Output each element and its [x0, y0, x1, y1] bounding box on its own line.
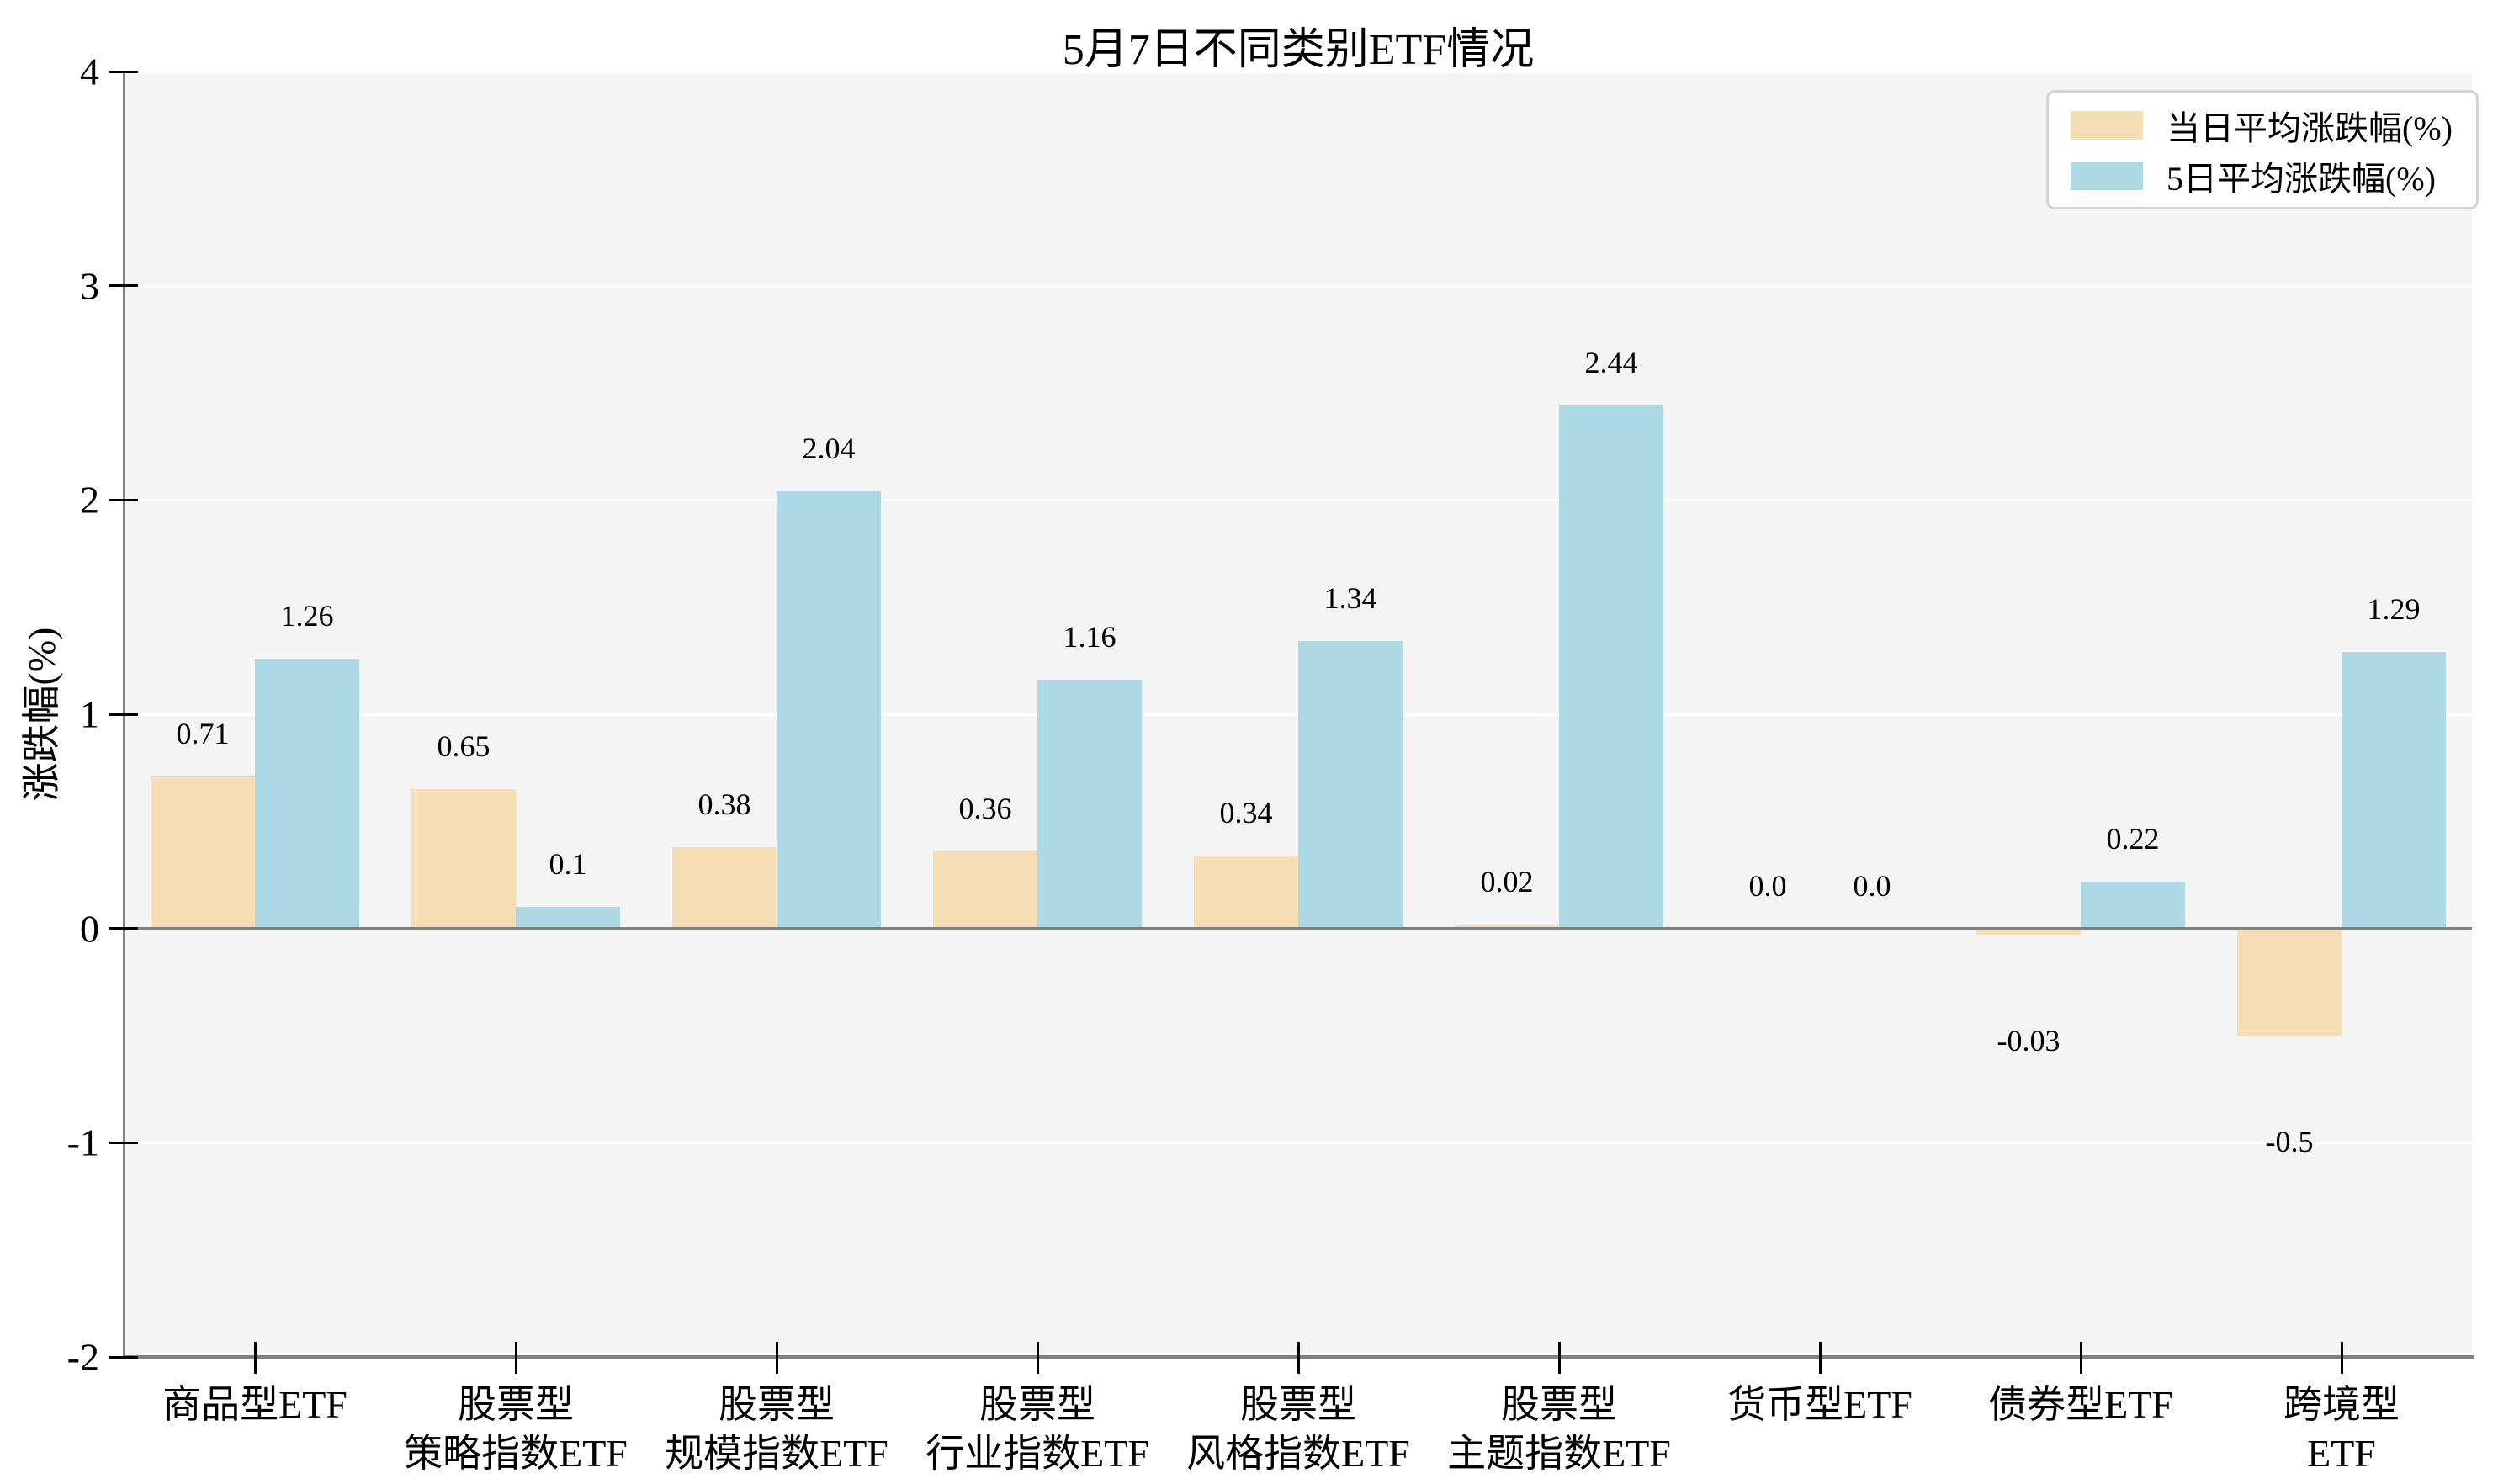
bar-5day: [1559, 405, 1663, 929]
bar-value-label: 0.02: [1480, 864, 1534, 898]
y-tick-label: 4: [80, 50, 99, 93]
bar-day: [151, 776, 255, 929]
bar-5day: [516, 907, 620, 929]
left-spine: [123, 72, 125, 1359]
bar-value-label: 0.0: [1748, 868, 1787, 903]
bar-value-label: 0.65: [437, 729, 491, 764]
y-tick: [109, 927, 138, 930]
bar-value-label: 0.0: [1853, 868, 1891, 903]
bar-day: [933, 851, 1037, 929]
x-tick-label: 跨境型ETF: [2283, 1383, 2400, 1475]
bar-day: [411, 789, 516, 929]
bar-value-label: 0.34: [1219, 796, 1273, 830]
legend-swatch-5day: [2071, 162, 2143, 190]
legend-swatch-day: [2071, 111, 2143, 140]
bar-value-label: 1.16: [1063, 620, 1116, 655]
x-tick-label: 股票型 主题指数ETF: [1447, 1383, 1671, 1475]
bar-5day: [1037, 680, 1142, 929]
bar-day: [1455, 924, 1559, 929]
x-tick-label: 股票型 行业指数ETF: [925, 1383, 1149, 1475]
zero-line: [125, 926, 2472, 930]
chart-title: 5月7日不同类别ETF情况: [1062, 26, 1535, 74]
x-tick: [1818, 1342, 1822, 1374]
x-tick: [514, 1342, 517, 1374]
x-tick: [2340, 1342, 2343, 1374]
bar-value-label: 2.44: [1584, 346, 1638, 380]
y-tick-label: 0: [80, 907, 99, 951]
x-tick-label: 债券型ETF: [1988, 1383, 2173, 1426]
y-tick-label: 2: [80, 478, 99, 522]
y-tick: [109, 284, 138, 288]
bar-5day: [1298, 641, 1403, 929]
x-tick: [775, 1342, 778, 1374]
y-tick-label: -1: [66, 1121, 99, 1164]
y-tick: [109, 70, 138, 73]
bar-value-label: 0.1: [549, 847, 587, 882]
bar-value-label: 1.34: [1323, 581, 1377, 616]
x-tick: [1557, 1342, 1561, 1374]
bar-value-label: 0.36: [958, 791, 1012, 825]
x-tick-label: 股票型 规模指数ETF: [665, 1383, 888, 1475]
legend: 当日平均涨跌幅(%) 5日平均涨跌幅(%): [2046, 90, 2479, 209]
x-tick-label: 股票型 策略指数ETF: [404, 1383, 628, 1475]
y-tick-label: 1: [80, 692, 99, 736]
y-tick-label: 3: [80, 264, 99, 308]
y-tick: [109, 498, 138, 501]
legend-label: 5日平均涨跌幅(%): [2167, 160, 2436, 198]
bar-day: [1976, 928, 2081, 935]
bar-value-label: 0.22: [2106, 821, 2160, 856]
bar-value-label: 2.04: [802, 432, 856, 466]
bar-day: [2237, 928, 2342, 1036]
y-tick: [109, 1141, 138, 1144]
legend-item-day: 当日平均涨跌幅(%): [2049, 101, 2476, 150]
bar-value-label: 1.26: [280, 598, 334, 633]
bar-value-label: 0.38: [697, 787, 751, 821]
x-tick: [1036, 1342, 1039, 1374]
gridline-y-3: [125, 284, 2472, 288]
x-tick-label: 股票型 风格指数ETF: [1186, 1383, 1410, 1475]
bar-5day: [2081, 881, 2185, 929]
bar-day: [672, 846, 777, 929]
legend-label: 当日平均涨跌幅(%): [2167, 109, 2453, 147]
bar-5day: [2342, 652, 2446, 929]
legend-item-5day: 5日平均涨跌幅(%): [2049, 151, 2476, 200]
x-tick: [1297, 1342, 1300, 1374]
bar-5day: [777, 491, 881, 929]
x-tick: [253, 1342, 257, 1374]
bar-day: [1194, 856, 1298, 929]
gridline-y-2: [125, 499, 2472, 502]
gridline-y-4: [125, 71, 2472, 73]
y-tick: [109, 713, 138, 716]
bar-value-label: 1.29: [2367, 592, 2421, 627]
y-tick: [109, 1355, 138, 1359]
bar-value-label: -0.5: [2265, 1125, 2314, 1158]
x-tick-label: 商品型ETF: [162, 1383, 347, 1426]
y-tick-label: -2: [66, 1335, 99, 1379]
x-tick: [2079, 1342, 2082, 1374]
bar-value-label: 0.71: [176, 716, 230, 750]
gridline-y--1: [125, 1142, 2472, 1145]
x-tick-label: 货币型ETF: [1727, 1383, 1912, 1426]
bar-value-label: -0.03: [1997, 1024, 2060, 1058]
bar-5day: [255, 658, 359, 929]
